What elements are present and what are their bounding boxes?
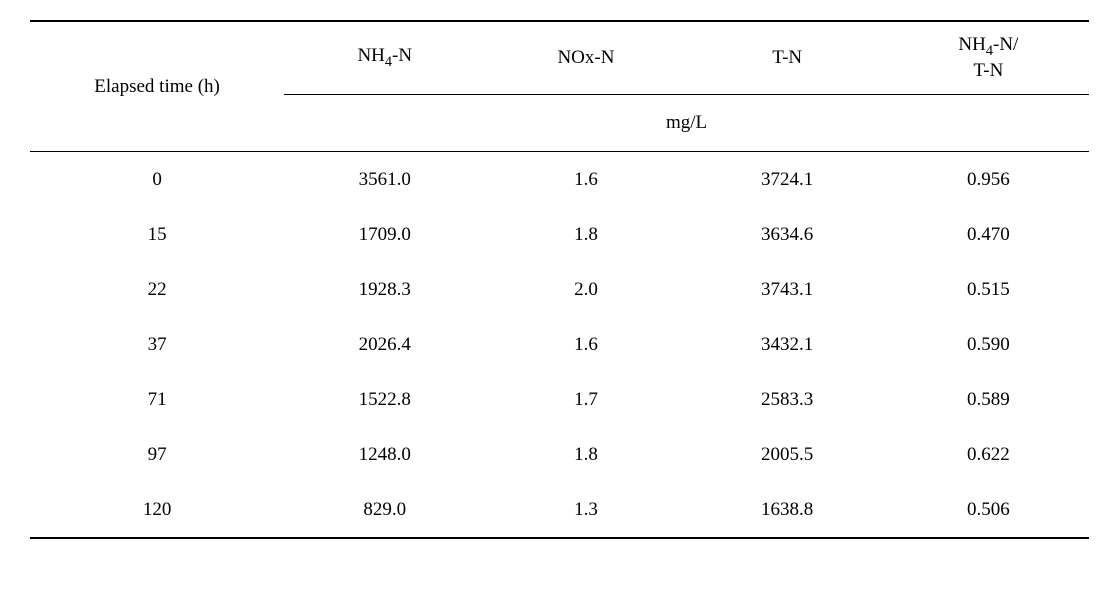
col-header-ratio: NH4-N/T-N <box>888 21 1089 95</box>
cell-tn: 3724.1 <box>687 152 888 208</box>
cell-tn: 2583.3 <box>687 372 888 427</box>
cell-noxn: 1.6 <box>485 152 686 208</box>
cell-nh4n: 1248.0 <box>284 427 485 482</box>
table-row: 120 829.0 1.3 1638.8 0.506 <box>30 482 1089 538</box>
cell-elapsed: 22 <box>30 262 284 317</box>
cell-tn: 1638.8 <box>687 482 888 538</box>
table-row: 97 1248.0 1.8 2005.5 0.622 <box>30 427 1089 482</box>
table-row: 37 2026.4 1.6 3432.1 0.590 <box>30 317 1089 372</box>
cell-elapsed: 71 <box>30 372 284 427</box>
cell-nh4n: 2026.4 <box>284 317 485 372</box>
table-row: 0 3561.0 1.6 3724.1 0.956 <box>30 152 1089 208</box>
unit-label: mg/L <box>284 95 1089 152</box>
cell-elapsed: 0 <box>30 152 284 208</box>
cell-nh4n: 1522.8 <box>284 372 485 427</box>
cell-elapsed: 15 <box>30 207 284 262</box>
cell-noxn: 1.6 <box>485 317 686 372</box>
cell-ratio: 0.622 <box>888 427 1089 482</box>
cell-ratio: 0.590 <box>888 317 1089 372</box>
cell-elapsed: 120 <box>30 482 284 538</box>
col-header-elapsed: Elapsed time (h) <box>30 21 284 152</box>
col-header-nh4n: NH4-N <box>284 21 485 95</box>
cell-ratio: 0.589 <box>888 372 1089 427</box>
cell-noxn: 1.7 <box>485 372 686 427</box>
cell-tn: 3634.6 <box>687 207 888 262</box>
cell-nh4n: 1928.3 <box>284 262 485 317</box>
cell-tn: 3432.1 <box>687 317 888 372</box>
table-body: Elapsed time (h) NH4-N NOx-N T-N NH4-N/T… <box>30 21 1089 538</box>
col-header-noxn: NOx-N <box>485 21 686 95</box>
cell-elapsed: 37 <box>30 317 284 372</box>
cell-noxn: 2.0 <box>485 262 686 317</box>
data-table: Elapsed time (h) NH4-N NOx-N T-N NH4-N/T… <box>30 20 1089 539</box>
col-header-tn: T-N <box>687 21 888 95</box>
cell-ratio: 0.515 <box>888 262 1089 317</box>
cell-noxn: 1.8 <box>485 207 686 262</box>
cell-nh4n: 1709.0 <box>284 207 485 262</box>
table-header-row: Elapsed time (h) NH4-N NOx-N T-N NH4-N/T… <box>30 21 1089 95</box>
cell-elapsed: 97 <box>30 427 284 482</box>
table-row: 71 1522.8 1.7 2583.3 0.589 <box>30 372 1089 427</box>
cell-noxn: 1.8 <box>485 427 686 482</box>
cell-ratio: 0.506 <box>888 482 1089 538</box>
cell-ratio: 0.470 <box>888 207 1089 262</box>
cell-tn: 2005.5 <box>687 427 888 482</box>
cell-nh4n: 3561.0 <box>284 152 485 208</box>
table-row: 15 1709.0 1.8 3634.6 0.470 <box>30 207 1089 262</box>
table-row: 22 1928.3 2.0 3743.1 0.515 <box>30 262 1089 317</box>
cell-ratio: 0.956 <box>888 152 1089 208</box>
cell-noxn: 1.3 <box>485 482 686 538</box>
cell-nh4n: 829.0 <box>284 482 485 538</box>
cell-tn: 3743.1 <box>687 262 888 317</box>
